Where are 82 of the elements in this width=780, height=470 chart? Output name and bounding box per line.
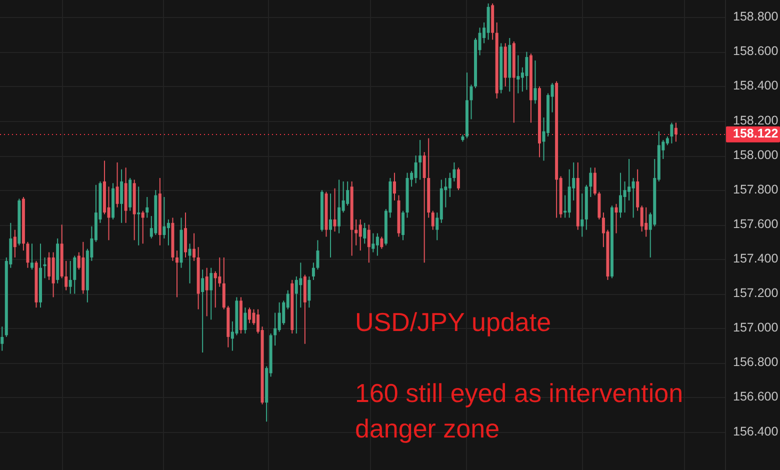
candlestick [188, 243, 192, 284]
y-tick-label: 156.600 [733, 390, 778, 404]
candlestick [141, 210, 144, 244]
candlestick [623, 180, 626, 214]
candlestick [214, 270, 217, 308]
candlestick [580, 193, 584, 238]
candlestick [26, 241, 30, 268]
y-tick-label: 158.800 [733, 10, 778, 24]
candlestick [516, 54, 520, 94]
candlestick [628, 158, 631, 201]
candlestick [146, 196, 149, 218]
y-tick-label: 158.000 [733, 148, 778, 162]
candlestick [218, 256, 222, 288]
candlestick [162, 196, 166, 239]
candlestick [201, 269, 204, 353]
candlestick [0, 326, 4, 352]
y-tick-label: 158.600 [733, 44, 778, 58]
y-tick-label: 156.800 [733, 355, 778, 370]
ref-line-label: 158.122 [733, 126, 778, 141]
candlestick [674, 122, 678, 142]
candlestick [614, 203, 618, 234]
candlestick [308, 276, 311, 308]
candlestick [418, 139, 422, 180]
candlestick [392, 172, 396, 201]
candlestick [422, 152, 426, 264]
y-tick-label: 156.400 [733, 424, 778, 438]
candlestick [210, 267, 213, 320]
candlestick [452, 162, 456, 182]
candlestick [619, 172, 622, 218]
y-tick-label: 157.400 [733, 251, 778, 266]
candlestick [166, 218, 170, 246]
candlestick [632, 177, 635, 218]
candlestick [593, 167, 596, 196]
annotation: USD/JPY update [355, 307, 552, 337]
y-tick-label: 157.000 [733, 320, 778, 335]
candlestick [244, 307, 247, 334]
candlestick [333, 188, 336, 232]
candlestick [431, 210, 434, 230]
candlestick [64, 260, 68, 291]
candlestick [175, 250, 178, 298]
candlestick [358, 218, 362, 252]
candlestick [414, 155, 418, 184]
candlestick [363, 222, 366, 244]
candlestick [68, 260, 72, 294]
candlestick [116, 162, 119, 208]
candlestick [380, 236, 384, 250]
candlestick [329, 193, 332, 258]
y-tick-label: 157.200 [733, 286, 778, 300]
annotation: 160 still eyed as intervention danger zone [355, 378, 684, 444]
candlestick [525, 51, 528, 90]
candlestick [274, 312, 277, 346]
candlestick [470, 84, 473, 120]
candlestick [640, 205, 644, 232]
candlestick [294, 276, 298, 334]
candlestick [367, 224, 370, 264]
candlestick [589, 167, 592, 198]
candlestick [354, 218, 358, 246]
candlestick [13, 229, 16, 258]
candlestick [376, 232, 379, 256]
candlestick [456, 167, 460, 191]
candlestick [205, 267, 208, 317]
y-tick-label: 157.600 [733, 216, 778, 231]
y-tick-label: 158.400 [733, 78, 778, 93]
candlestick [312, 262, 315, 280]
candlestick [120, 168, 124, 224]
candlestick [192, 232, 196, 262]
candlestick [338, 179, 341, 234]
candlestick [73, 255, 76, 294]
y-tick-label: 158.200 [733, 113, 778, 128]
candlestick [448, 172, 452, 198]
candlestick [278, 302, 281, 332]
candlestick [137, 186, 140, 246]
candlestick [372, 232, 375, 253]
candlestick [644, 206, 648, 238]
candlestick [534, 60, 537, 104]
candlestick [299, 262, 302, 308]
candlestick [402, 210, 405, 241]
candlestick [30, 243, 34, 270]
candlestick [670, 122, 674, 144]
y-tick-label: 157.800 [733, 182, 778, 196]
candlestick [316, 240, 320, 270]
candlestick [48, 252, 51, 280]
